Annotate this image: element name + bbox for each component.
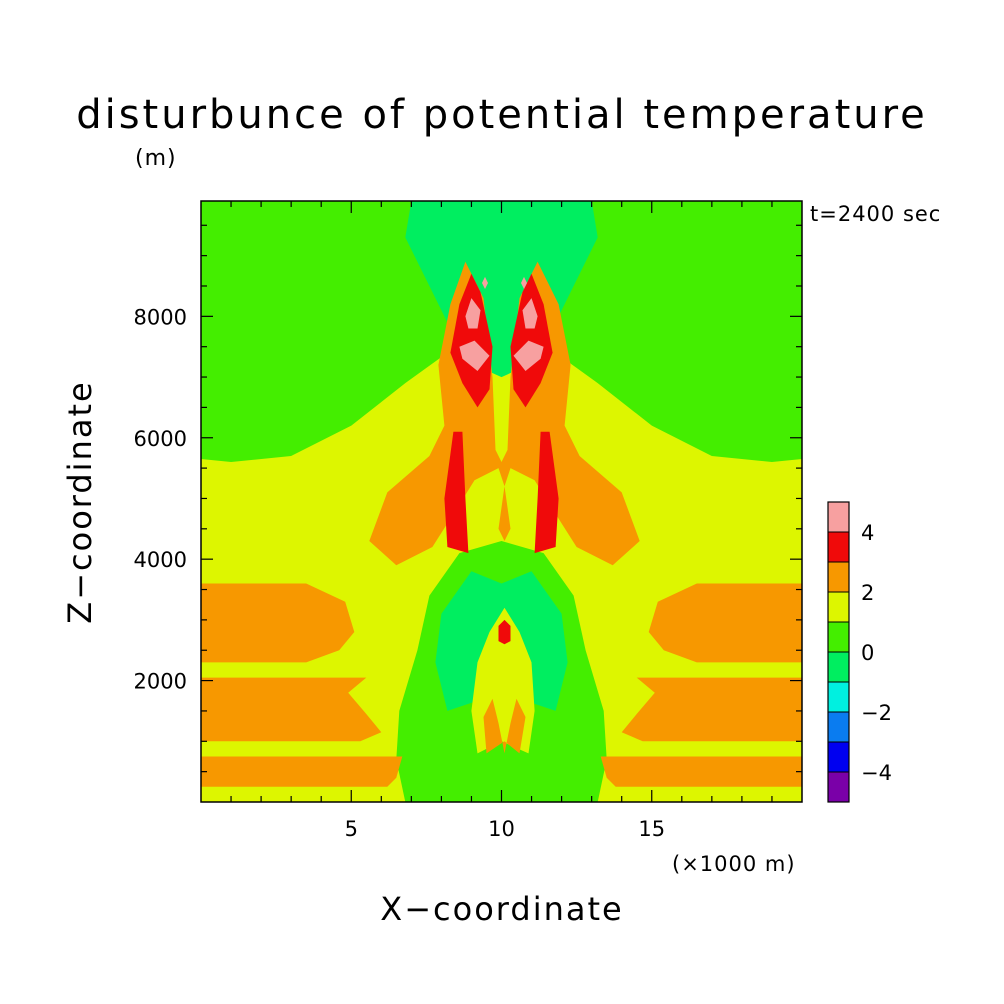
contour-region-13 — [600, 756, 802, 787]
colorbar: 4 2 0 −2 −4 — [827, 501, 892, 803]
y-tick-label: 6000 — [134, 427, 187, 451]
colorbar-swatch — [828, 532, 849, 562]
contour-region-19 — [459, 340, 490, 371]
x-axis-label: X−coordinate — [380, 890, 624, 928]
contour-region-9 — [201, 677, 382, 742]
x-tick-label: 5 — [345, 817, 358, 841]
chart-title: disturbunce of potential temperature — [76, 92, 928, 138]
time-label: t=2400 sec — [810, 202, 942, 226]
contour-region-7 — [498, 619, 511, 645]
colorbar-swatch — [828, 502, 849, 532]
colorbar-tick-label: 4 — [861, 521, 874, 545]
y-tick-label: 2000 — [134, 670, 187, 694]
contour-region-18 — [534, 431, 559, 554]
colorbar-swatch — [828, 712, 849, 742]
x-tick-label: 15 — [638, 817, 665, 841]
colorbar-tick-label: 0 — [861, 641, 874, 665]
contour-region-16 — [510, 273, 553, 408]
contour-region-21 — [465, 298, 481, 329]
colorbar-swatch — [828, 592, 849, 622]
x-axis-unit: (×1000 m) — [672, 852, 796, 876]
y-tick-label: 4000 — [134, 548, 187, 572]
contour-region-15 — [450, 273, 493, 408]
contour-region-8 — [201, 583, 355, 663]
colorbar-swatch — [828, 682, 849, 712]
colorbar-tick-label: −2 — [861, 701, 892, 725]
colorbar-swatch — [828, 652, 849, 682]
contour-region-6 — [483, 698, 526, 754]
colorbar-tick-label: −4 — [861, 761, 892, 785]
colorbar-swatch — [828, 562, 849, 592]
x-tick-label: 10 — [488, 817, 515, 841]
unit-label: (m) — [135, 146, 177, 171]
contour-region-1 — [405, 201, 598, 390]
axes-group: 5 10 15 2000 4000 6000 8000 — [134, 200, 803, 841]
colorbar-swatch — [828, 622, 849, 652]
contour-fill-group — [201, 201, 802, 802]
contour-region-23 — [482, 276, 488, 289]
contour-region-17 — [444, 431, 469, 554]
contour-region-20 — [513, 340, 544, 371]
colorbar-tick-label: 2 — [861, 581, 874, 605]
contour-region-22 — [522, 298, 538, 329]
contour-region-10 — [201, 756, 403, 787]
colorbar-swatch — [828, 772, 849, 802]
contour-region-12 — [621, 677, 802, 742]
contour-region-14 — [369, 261, 640, 566]
y-tick-label: 8000 — [134, 305, 187, 329]
contour-region-11 — [648, 583, 802, 663]
colorbar-swatch — [828, 742, 849, 772]
contour-region-24 — [521, 276, 527, 289]
